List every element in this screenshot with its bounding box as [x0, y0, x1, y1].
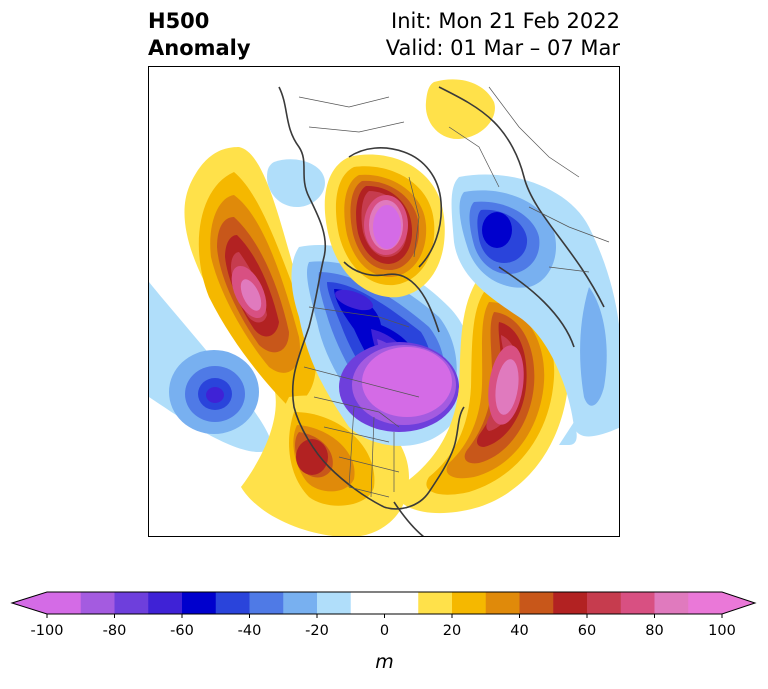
colorbar-tick-label: 80 [645, 623, 663, 639]
colorbar-svg: -100 -80 -60 -40 -20 0 20 40 60 80 100 m [10, 591, 757, 673]
colorbar-segment [283, 592, 318, 614]
title-line1: H500 [148, 9, 210, 33]
colorbar-tick-label: -20 [305, 623, 329, 639]
colorbar: -100 -80 -60 -40 -20 0 20 40 60 80 100 m [0, 585, 768, 685]
colorbar-tick-label: 20 [443, 623, 461, 639]
colorbar-segment [620, 592, 655, 614]
colorbar-tick-label: 60 [578, 623, 596, 639]
colorbar-segment [587, 592, 622, 614]
colorbar-tick-label: 100 [708, 623, 736, 639]
date-block: Init: Mon 21 Feb 2022 Valid: 01 Mar – 07… [386, 8, 620, 62]
europe-trough [451, 174, 619, 445]
colorbar-segment [80, 592, 115, 614]
political-borders [298, 86, 610, 498]
colorbar-segment [114, 592, 149, 614]
colorbar-segment [452, 592, 487, 614]
colorbar-under-triangle [12, 592, 47, 614]
colorbar-tick-label: -100 [31, 623, 64, 639]
colorbar-segment [317, 592, 352, 614]
colorbar-over-triangle [722, 592, 755, 614]
arctic-ridge [324, 154, 445, 298]
colorbar-tick-label: -40 [238, 623, 262, 639]
colorbar-segment [553, 592, 588, 614]
colorbar-segment [654, 592, 689, 614]
colorbar-tick-label: -80 [103, 623, 127, 639]
colorbar-segment [418, 592, 453, 614]
colorbar-segment [688, 592, 723, 614]
colorbar-segment [47, 592, 82, 614]
title-line2: Anomaly [148, 36, 251, 60]
pacific-trough [149, 282, 271, 452]
alaska-trough [267, 159, 325, 207]
colorbar-segment [215, 592, 250, 614]
anomaly-map-svg [149, 79, 619, 536]
colorbar-unit-label: m [375, 651, 394, 673]
colorbar-segment [249, 592, 284, 614]
colorbar-segment [350, 592, 419, 614]
anomaly-map [148, 66, 620, 537]
russia-ridge [425, 79, 495, 140]
colorbar-segment [148, 592, 183, 614]
colorbar-tick-label: 40 [510, 623, 528, 639]
colorbar-tick-label: -60 [170, 623, 194, 639]
init-date: Init: Mon 21 Feb 2022 [391, 9, 620, 33]
coastlines [278, 86, 605, 536]
colorbar-segment [182, 592, 217, 614]
hudson-trough [291, 245, 472, 446]
valid-date: Valid: 01 Mar – 07 Mar [385, 36, 620, 60]
colorbar-segment [519, 592, 554, 614]
title-block: H500 Anomaly [148, 8, 251, 62]
colorbar-segment [485, 592, 520, 614]
colorbar-tick-label: 0 [380, 623, 389, 639]
atlantic-ridge [397, 275, 569, 514]
